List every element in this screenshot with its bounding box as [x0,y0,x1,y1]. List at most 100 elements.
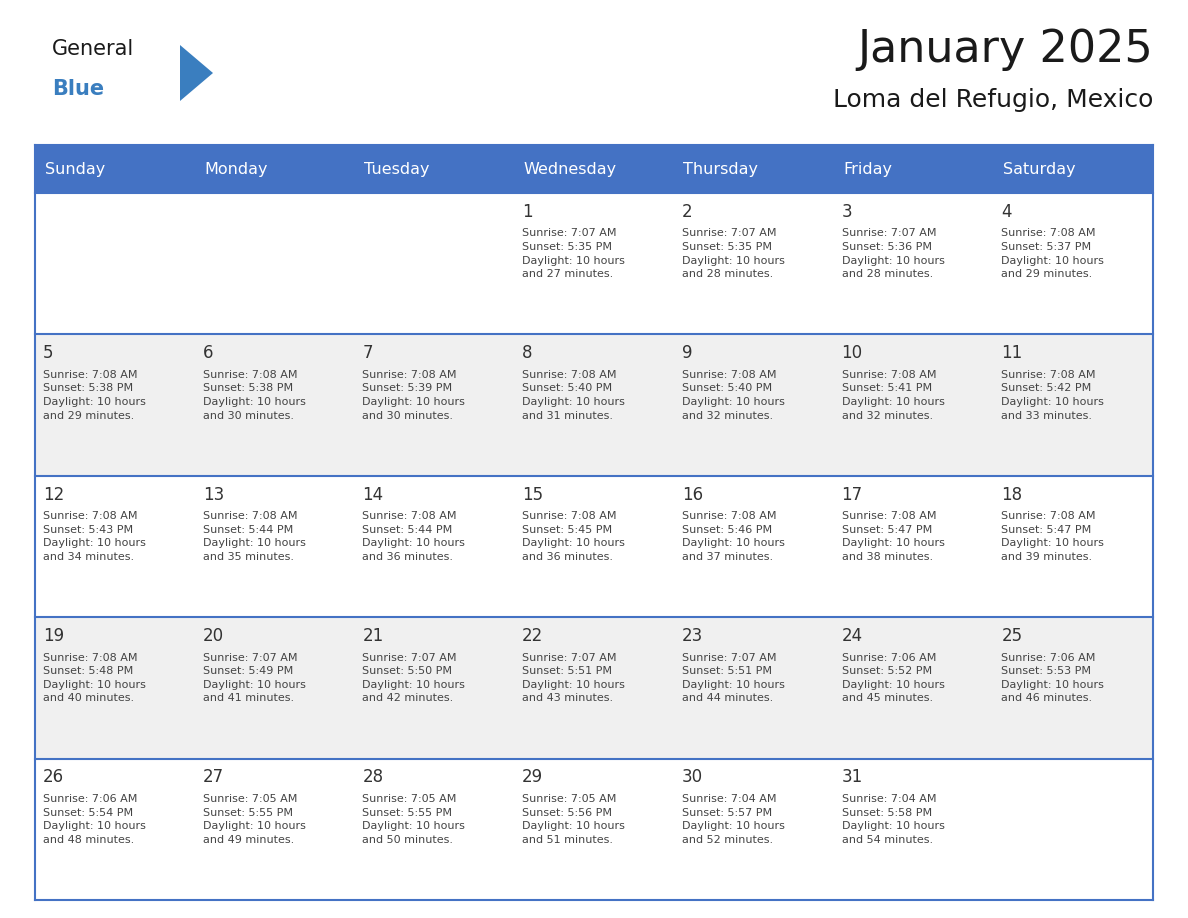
Bar [514,758,674,900]
Bar [354,617,514,758]
Text: Sunrise: 7:08 AM
Sunset: 5:44 PM
Daylight: 10 hours
and 36 minutes.: Sunrise: 7:08 AM Sunset: 5:44 PM Dayligh… [362,511,466,562]
Bar [354,758,514,900]
Bar [195,617,354,758]
Bar [34,145,195,193]
Bar [34,334,195,476]
Text: 30: 30 [682,768,703,787]
Bar [195,334,354,476]
Bar [354,193,514,334]
Text: 4: 4 [1001,203,1012,221]
Text: 5: 5 [43,344,53,363]
Text: Sunrise: 7:08 AM
Sunset: 5:41 PM
Daylight: 10 hours
and 32 minutes.: Sunrise: 7:08 AM Sunset: 5:41 PM Dayligh… [841,370,944,420]
Text: 12: 12 [43,486,64,504]
Text: Sunrise: 7:08 AM
Sunset: 5:48 PM
Daylight: 10 hours
and 40 minutes.: Sunrise: 7:08 AM Sunset: 5:48 PM Dayligh… [43,653,146,703]
Text: Sunrise: 7:08 AM
Sunset: 5:44 PM
Daylight: 10 hours
and 35 minutes.: Sunrise: 7:08 AM Sunset: 5:44 PM Dayligh… [203,511,305,562]
Bar [354,476,514,617]
Text: 31: 31 [841,768,862,787]
Text: Wednesday: Wednesday [524,162,617,176]
Text: Sunrise: 7:07 AM
Sunset: 5:51 PM
Daylight: 10 hours
and 43 minutes.: Sunrise: 7:07 AM Sunset: 5:51 PM Dayligh… [523,653,625,703]
Bar [195,476,354,617]
Text: 27: 27 [203,768,223,787]
Bar [195,758,354,900]
Text: 22: 22 [523,627,543,645]
Text: Friday: Friday [843,162,892,176]
Text: Sunrise: 7:07 AM
Sunset: 5:35 PM
Daylight: 10 hours
and 27 minutes.: Sunrise: 7:07 AM Sunset: 5:35 PM Dayligh… [523,229,625,279]
Text: Sunrise: 7:07 AM
Sunset: 5:36 PM
Daylight: 10 hours
and 28 minutes.: Sunrise: 7:07 AM Sunset: 5:36 PM Dayligh… [841,229,944,279]
Bar [834,758,993,900]
Text: 7: 7 [362,344,373,363]
Text: Sunrise: 7:08 AM
Sunset: 5:45 PM
Daylight: 10 hours
and 36 minutes.: Sunrise: 7:08 AM Sunset: 5:45 PM Dayligh… [523,511,625,562]
Bar [514,193,674,334]
Bar [993,476,1154,617]
Text: Sunrise: 7:08 AM
Sunset: 5:37 PM
Daylight: 10 hours
and 29 minutes.: Sunrise: 7:08 AM Sunset: 5:37 PM Dayligh… [1001,229,1104,279]
Text: 2: 2 [682,203,693,221]
Text: 8: 8 [523,344,532,363]
Text: Sunrise: 7:08 AM
Sunset: 5:46 PM
Daylight: 10 hours
and 37 minutes.: Sunrise: 7:08 AM Sunset: 5:46 PM Dayligh… [682,511,785,562]
Text: Loma del Refugio, Mexico: Loma del Refugio, Mexico [833,88,1154,112]
Text: 15: 15 [523,486,543,504]
Text: Sunrise: 7:08 AM
Sunset: 5:47 PM
Daylight: 10 hours
and 38 minutes.: Sunrise: 7:08 AM Sunset: 5:47 PM Dayligh… [841,511,944,562]
Text: 17: 17 [841,486,862,504]
Bar [34,758,195,900]
Text: 1: 1 [523,203,532,221]
Bar [34,193,195,334]
Text: Saturday: Saturday [1003,162,1075,176]
Bar [514,334,674,476]
Bar [834,617,993,758]
Text: Sunrise: 7:08 AM
Sunset: 5:40 PM
Daylight: 10 hours
and 31 minutes.: Sunrise: 7:08 AM Sunset: 5:40 PM Dayligh… [523,370,625,420]
Text: Sunrise: 7:05 AM
Sunset: 5:56 PM
Daylight: 10 hours
and 51 minutes.: Sunrise: 7:05 AM Sunset: 5:56 PM Dayligh… [523,794,625,845]
Bar [993,145,1154,193]
Bar [993,193,1154,334]
Text: Sunrise: 7:07 AM
Sunset: 5:51 PM
Daylight: 10 hours
and 44 minutes.: Sunrise: 7:07 AM Sunset: 5:51 PM Dayligh… [682,653,785,703]
Text: Sunrise: 7:05 AM
Sunset: 5:55 PM
Daylight: 10 hours
and 49 minutes.: Sunrise: 7:05 AM Sunset: 5:55 PM Dayligh… [203,794,305,845]
Text: Sunrise: 7:05 AM
Sunset: 5:55 PM
Daylight: 10 hours
and 50 minutes.: Sunrise: 7:05 AM Sunset: 5:55 PM Dayligh… [362,794,466,845]
Text: 21: 21 [362,627,384,645]
Bar [514,145,674,193]
Bar [674,476,834,617]
Bar [674,193,834,334]
Text: 16: 16 [682,486,703,504]
Bar [34,617,195,758]
Text: 10: 10 [841,344,862,363]
Text: Sunrise: 7:08 AM
Sunset: 5:40 PM
Daylight: 10 hours
and 32 minutes.: Sunrise: 7:08 AM Sunset: 5:40 PM Dayligh… [682,370,785,420]
Text: Sunrise: 7:06 AM
Sunset: 5:52 PM
Daylight: 10 hours
and 45 minutes.: Sunrise: 7:06 AM Sunset: 5:52 PM Dayligh… [841,653,944,703]
Text: Sunrise: 7:08 AM
Sunset: 5:39 PM
Daylight: 10 hours
and 30 minutes.: Sunrise: 7:08 AM Sunset: 5:39 PM Dayligh… [362,370,466,420]
Bar [834,193,993,334]
Bar [993,617,1154,758]
Text: 11: 11 [1001,344,1023,363]
Text: Sunrise: 7:08 AM
Sunset: 5:38 PM
Daylight: 10 hours
and 30 minutes.: Sunrise: 7:08 AM Sunset: 5:38 PM Dayligh… [203,370,305,420]
Bar [834,476,993,617]
Text: 3: 3 [841,203,852,221]
Bar [834,334,993,476]
Text: 6: 6 [203,344,213,363]
Text: Sunrise: 7:07 AM
Sunset: 5:35 PM
Daylight: 10 hours
and 28 minutes.: Sunrise: 7:07 AM Sunset: 5:35 PM Dayligh… [682,229,785,279]
Bar [674,145,834,193]
Text: 24: 24 [841,627,862,645]
Bar [34,476,195,617]
Text: Sunrise: 7:07 AM
Sunset: 5:50 PM
Daylight: 10 hours
and 42 minutes.: Sunrise: 7:07 AM Sunset: 5:50 PM Dayligh… [362,653,466,703]
Text: Monday: Monday [204,162,267,176]
Text: Sunrise: 7:08 AM
Sunset: 5:43 PM
Daylight: 10 hours
and 34 minutes.: Sunrise: 7:08 AM Sunset: 5:43 PM Dayligh… [43,511,146,562]
Bar [993,334,1154,476]
Bar [514,476,674,617]
Text: Blue: Blue [52,79,105,99]
Bar [195,145,354,193]
Text: Sunrise: 7:08 AM
Sunset: 5:38 PM
Daylight: 10 hours
and 29 minutes.: Sunrise: 7:08 AM Sunset: 5:38 PM Dayligh… [43,370,146,420]
Text: Sunrise: 7:07 AM
Sunset: 5:49 PM
Daylight: 10 hours
and 41 minutes.: Sunrise: 7:07 AM Sunset: 5:49 PM Dayligh… [203,653,305,703]
Bar [674,334,834,476]
Text: 28: 28 [362,768,384,787]
Text: 29: 29 [523,768,543,787]
Bar [674,617,834,758]
Text: Thursday: Thursday [683,162,758,176]
Bar [514,617,674,758]
Polygon shape [181,45,213,101]
Text: Sunrise: 7:06 AM
Sunset: 5:54 PM
Daylight: 10 hours
and 48 minutes.: Sunrise: 7:06 AM Sunset: 5:54 PM Dayligh… [43,794,146,845]
Bar [993,758,1154,900]
Bar [834,145,993,193]
Text: Sunday: Sunday [45,162,105,176]
Text: 25: 25 [1001,627,1023,645]
Text: 19: 19 [43,627,64,645]
Text: 14: 14 [362,486,384,504]
Text: 18: 18 [1001,486,1023,504]
Bar [354,145,514,193]
